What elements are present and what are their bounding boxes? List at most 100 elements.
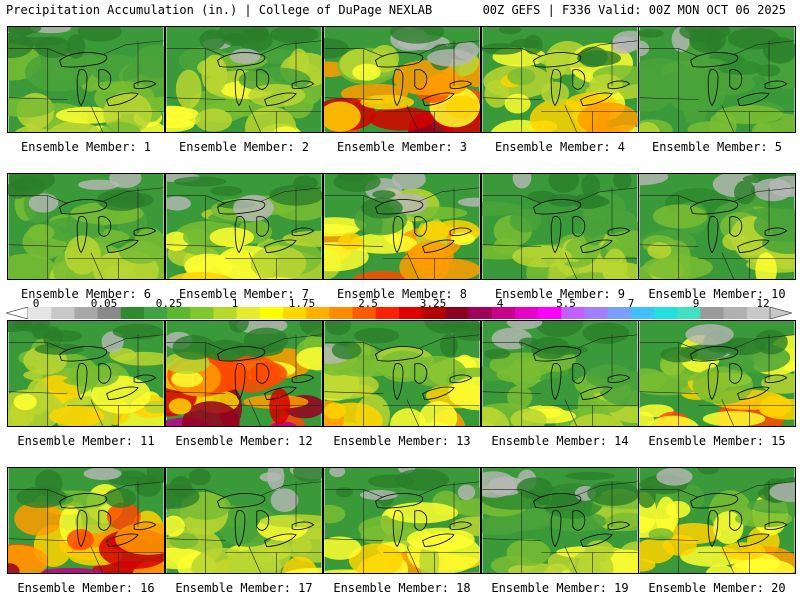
ensemble-member-label: Ensemble Member: 15 bbox=[648, 434, 786, 448]
ensemble-panel: Ensemble Member: 14 bbox=[481, 320, 639, 448]
color-scale-swatch bbox=[306, 307, 330, 319]
ensemble-member-label: Ensemble Member: 5 bbox=[651, 140, 783, 154]
color-scale-swatch bbox=[143, 307, 168, 319]
ensemble-panel: Ensemble Member: 2 bbox=[165, 26, 323, 154]
color-scale-tick-label: 3.25 bbox=[419, 297, 447, 310]
ensemble-panel: Ensemble Member: 3 bbox=[323, 26, 481, 154]
color-scale-swatch bbox=[630, 307, 655, 319]
ensemble-panel: Ensemble Member: 16 bbox=[7, 467, 165, 595]
precipitation-map bbox=[481, 320, 639, 427]
precipitation-map bbox=[7, 467, 165, 574]
color-scale-swatch bbox=[329, 307, 353, 319]
color-scale-swatch bbox=[283, 307, 307, 319]
ensemble-panel: Ensemble Member: 10 bbox=[638, 173, 796, 301]
color-scale-tick-label: 5.5 bbox=[556, 297, 576, 310]
color-scale-swatch bbox=[654, 307, 678, 319]
precipitation-map bbox=[165, 320, 323, 427]
precipitation-map bbox=[638, 320, 796, 427]
ensemble-panel: Ensemble Member: 20 bbox=[638, 467, 796, 595]
ensemble-member-label: Ensemble Member: 9 bbox=[494, 287, 626, 301]
color-scale-swatch bbox=[584, 307, 608, 319]
color-scale-swatch bbox=[97, 307, 122, 319]
ensemble-member-label: Ensemble Member: 17 bbox=[175, 581, 313, 595]
color-scale-tick-label: 0.25 bbox=[155, 297, 183, 310]
color-scale-swatch bbox=[607, 307, 632, 319]
color-scale-swatch bbox=[167, 307, 191, 319]
ensemble-panel: Ensemble Member: 18 bbox=[323, 467, 481, 595]
color-scale-swatch bbox=[74, 307, 98, 319]
color-scale-tick-label: 4 bbox=[496, 297, 504, 310]
ensemble-panel: Ensemble Member: 11 bbox=[7, 320, 165, 448]
precipitation-map bbox=[638, 26, 796, 133]
color-scale-swatch bbox=[538, 307, 562, 319]
ensemble-member-label: Ensemble Member: 13 bbox=[333, 434, 471, 448]
ensemble-panel: Ensemble Member: 4 bbox=[481, 26, 639, 154]
ensemble-member-label: Ensemble Member: 12 bbox=[175, 434, 313, 448]
ensemble-panel: Ensemble Member: 5 bbox=[638, 26, 796, 154]
color-scale-swatch bbox=[468, 307, 493, 319]
precipitation-map bbox=[638, 173, 796, 280]
precipitation-color-scale: 0 0.05 0.25 1 1.75 2.5 3.25 4 5.5 7 9 12 bbox=[6, 297, 792, 319]
ensemble-member-label: Ensemble Member: 19 bbox=[491, 581, 629, 595]
ensemble-member-label: Ensemble Member: 7 bbox=[178, 287, 310, 301]
ensemble-panel: Ensemble Member: 1 bbox=[7, 26, 165, 154]
ensemble-panel: Ensemble Member: 9 bbox=[481, 173, 639, 301]
color-scale-swatch bbox=[746, 307, 771, 319]
ensemble-member-label: Ensemble Member: 1 bbox=[20, 140, 152, 154]
ensemble-member-label: Ensemble Member: 16 bbox=[17, 581, 155, 595]
precipitation-map bbox=[323, 467, 481, 574]
color-scale-swatch bbox=[399, 307, 423, 319]
color-scale-max-arrow bbox=[769, 307, 792, 319]
ensemble-panel: Ensemble Member: 6 bbox=[7, 173, 165, 301]
ensemble-panel: Ensemble Member: 19 bbox=[481, 467, 639, 595]
color-scale-tick-label: 12 bbox=[756, 297, 770, 310]
color-scale-swatch bbox=[236, 307, 261, 319]
color-scale-swatch bbox=[700, 307, 724, 319]
ensemble-member-label: Ensemble Member: 4 bbox=[494, 140, 626, 154]
color-scale-tick-label: 0.05 bbox=[90, 297, 118, 310]
ensemble-member-label: Ensemble Member: 3 bbox=[336, 140, 468, 154]
map-title: Precipitation Accumulation (in.) | Colle… bbox=[6, 3, 433, 17]
precipitation-map bbox=[638, 467, 796, 574]
color-scale-swatch bbox=[120, 307, 145, 319]
color-scale-tick-label: 2.5 bbox=[358, 297, 378, 310]
color-scale-swatch bbox=[28, 307, 52, 319]
precipitation-map bbox=[165, 173, 323, 280]
color-scale-min-arrow bbox=[6, 307, 29, 319]
precipitation-map bbox=[323, 26, 481, 133]
color-scale-swatch bbox=[677, 307, 701, 319]
ensemble-member-label: Ensemble Member: 18 bbox=[333, 581, 471, 595]
ensemble-member-label: Ensemble Member: 11 bbox=[17, 434, 155, 448]
color-scale-tick-label: 0 bbox=[32, 297, 40, 310]
ensemble-panel: Ensemble Member: 17 bbox=[165, 467, 323, 595]
ensemble-panel: Ensemble Member: 13 bbox=[323, 320, 481, 448]
color-scale-swatch bbox=[259, 307, 284, 319]
ensemble-member-label: Ensemble Member: 8 bbox=[336, 287, 468, 301]
color-scale-swatch bbox=[514, 307, 539, 319]
color-scale-swatch bbox=[723, 307, 748, 319]
ensemble-member-label: Ensemble Member: 6 bbox=[20, 287, 152, 301]
color-scale-tick-label: 7 bbox=[627, 297, 635, 310]
ensemble-member-label: Ensemble Member: 2 bbox=[178, 140, 310, 154]
color-scale-swatch bbox=[213, 307, 237, 319]
precipitation-map bbox=[7, 26, 165, 133]
color-scale-swatch bbox=[561, 307, 585, 319]
precipitation-map bbox=[7, 320, 165, 427]
color-scale-swatch bbox=[51, 307, 75, 319]
color-scale-swatch bbox=[445, 307, 469, 319]
color-scale-swatch bbox=[375, 307, 400, 319]
color-scale-swatch bbox=[352, 307, 377, 319]
precipitation-map bbox=[323, 173, 481, 280]
color-scale-swatch bbox=[491, 307, 516, 319]
color-scale-tick-label: 1 bbox=[231, 297, 239, 310]
ensemble-panel: Ensemble Member: 8 bbox=[323, 173, 481, 301]
precipitation-map bbox=[7, 173, 165, 280]
ensemble-panel: Ensemble Member: 12 bbox=[165, 320, 323, 448]
precipitation-map bbox=[165, 26, 323, 133]
run-valid-time: 00Z GEFS | F336 Valid: 00Z MON OCT 06 20… bbox=[482, 3, 786, 17]
ensemble-member-label: Ensemble Member: 10 bbox=[648, 287, 786, 301]
precipitation-map bbox=[481, 467, 639, 574]
ensemble-panel: Ensemble Member: 15 bbox=[638, 320, 796, 448]
color-scale-swatch bbox=[190, 307, 214, 319]
precipitation-map bbox=[323, 320, 481, 427]
